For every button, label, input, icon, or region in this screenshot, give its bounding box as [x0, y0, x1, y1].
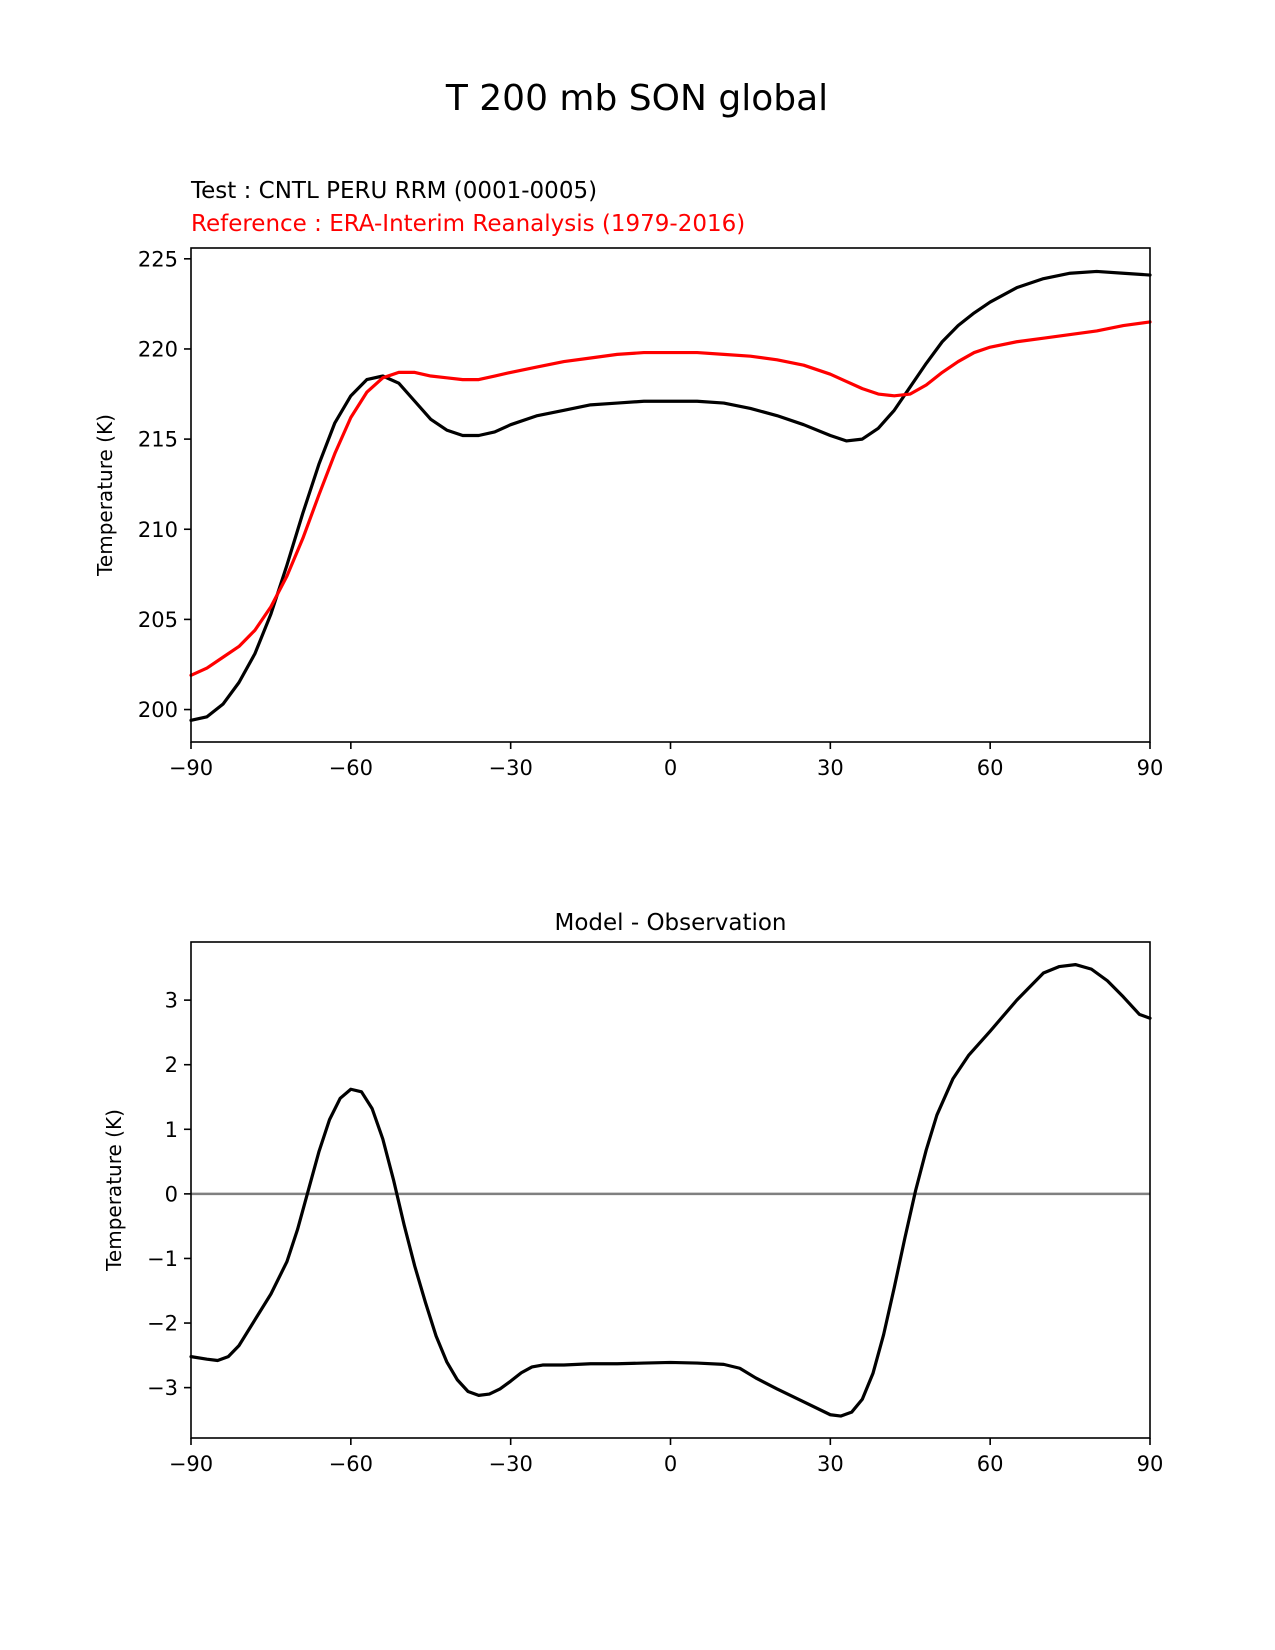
y-axis-label: Temperature (K) [102, 1109, 126, 1272]
figure-title: T 200 mb SON global [445, 78, 828, 119]
x-tick-label: 30 [817, 756, 844, 780]
x-tick-label: −90 [169, 756, 213, 780]
y-tick-label: 225 [138, 247, 178, 271]
y-tick-label: 205 [138, 608, 178, 632]
reference-label: Reference : ERA-Interim Reanalysis (1979… [191, 211, 745, 237]
y-tick-label: 1 [165, 1118, 178, 1142]
test-label: Test : CNTL PERU RRM (0001-0005) [190, 178, 597, 204]
x-tick-label: −30 [489, 1452, 533, 1476]
x-tick-label: 60 [977, 756, 1004, 780]
y-tick-label: 200 [138, 698, 178, 722]
y-tick-label: 215 [138, 428, 178, 452]
x-tick-label: 0 [664, 1452, 677, 1476]
x-tick-label: −60 [329, 1452, 373, 1476]
y-tick-label: 220 [138, 337, 178, 361]
x-tick-label: 90 [1137, 756, 1164, 780]
y-tick-label: −3 [147, 1376, 178, 1400]
x-tick-label: −60 [329, 756, 373, 780]
x-tick-label: −90 [169, 1452, 213, 1476]
y-tick-label: 210 [138, 518, 178, 542]
y-axis-label: Temperature (K) [93, 414, 117, 577]
y-tick-label: −2 [147, 1312, 178, 1336]
x-tick-label: −30 [489, 756, 533, 780]
y-tick-label: 3 [165, 989, 178, 1013]
y-tick-label: −1 [147, 1247, 178, 1271]
x-tick-label: 90 [1137, 1452, 1164, 1476]
y-tick-label: 0 [165, 1182, 178, 1206]
x-tick-label: 30 [817, 1452, 844, 1476]
axes-frame [190, 247, 1151, 743]
reference-series-line [189, 320, 1152, 677]
test-series-line [189, 269, 1152, 722]
bottom-panel: Model - Observation−90 −60 −30 0 30 60 90−3−2−… [102, 910, 1163, 1476]
x-tick-label: 60 [977, 1452, 1004, 1476]
top-panel: Test : CNTL PERU RRM (0001-0005) Referenc… [93, 178, 1163, 780]
panel-title: Model - Observation [554, 910, 786, 936]
x-tick-label: 0 [664, 756, 677, 780]
y-tick-label: 2 [165, 1053, 178, 1077]
difference-series-line [189, 963, 1152, 1418]
